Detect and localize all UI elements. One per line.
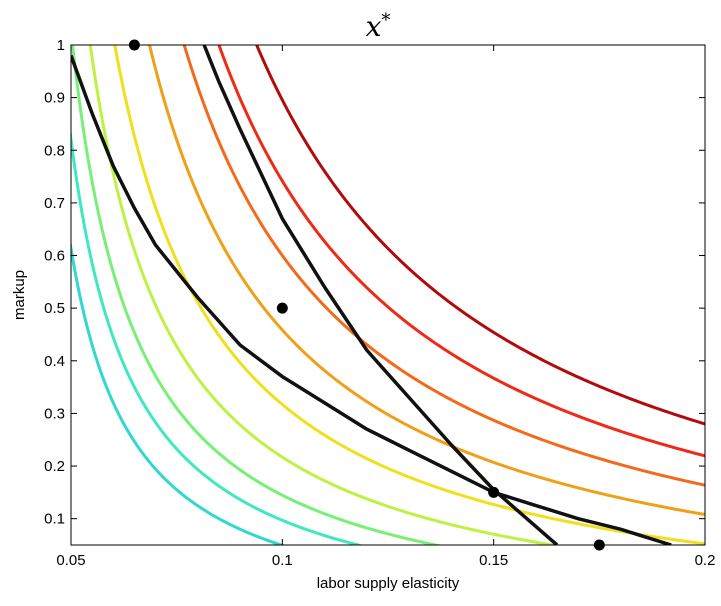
x-tick-label: 0.05 — [56, 552, 85, 569]
y-tick-label: 0.1 — [44, 511, 65, 528]
x-tick-label: 0.2 — [695, 552, 716, 569]
x-axis-label: labor supply elasticity — [317, 575, 460, 592]
contour-line-3 — [71, 45, 443, 545]
chart-title-base: x — [366, 10, 382, 43]
x-tick-label: 0.1 — [272, 552, 293, 569]
x-tick-label: 0.15 — [479, 552, 508, 569]
data-point-3 — [488, 486, 500, 498]
contour-line-9 — [255, 45, 705, 426]
black-curves — [71, 45, 672, 545]
contour-line-7 — [182, 45, 705, 487]
y-axis-label: markup — [11, 270, 28, 320]
y-tick-label: 0.8 — [44, 142, 65, 159]
y-tick-label: 1 — [57, 37, 65, 54]
contour-lines — [71, 45, 705, 545]
data-point-2 — [276, 302, 288, 314]
y-axis-ticks: 0.1 0.2 0.3 0.4 0.5 0.6 0.7 0.8 0.9 1 — [44, 37, 705, 528]
y-tick-label: 0.3 — [44, 405, 65, 422]
y-tick-label: 0.7 — [44, 195, 65, 212]
black-curve-2 — [202, 45, 559, 545]
black-curve-1 — [71, 54, 672, 545]
y-tick-label: 0.6 — [44, 248, 65, 265]
y-tick-label: 0.4 — [44, 353, 65, 370]
x-axis-ticks: 0.05 0.1 0.15 0.2 — [56, 45, 715, 569]
chart-title-sup: * — [381, 10, 390, 31]
plot-frame — [70, 44, 706, 546]
y-tick-label: 0.5 — [44, 300, 65, 317]
contour-line-4 — [88, 45, 562, 545]
contour-line-1 — [71, 238, 286, 545]
chart-title: x* — [366, 10, 391, 43]
contour-line-5 — [113, 45, 705, 545]
contour-line-6 — [147, 45, 705, 517]
contour-line-2 — [71, 127, 365, 545]
y-tick-label: 0.9 — [44, 90, 65, 107]
contour-line-8 — [217, 45, 705, 458]
y-tick-label: 0.2 — [44, 458, 65, 475]
